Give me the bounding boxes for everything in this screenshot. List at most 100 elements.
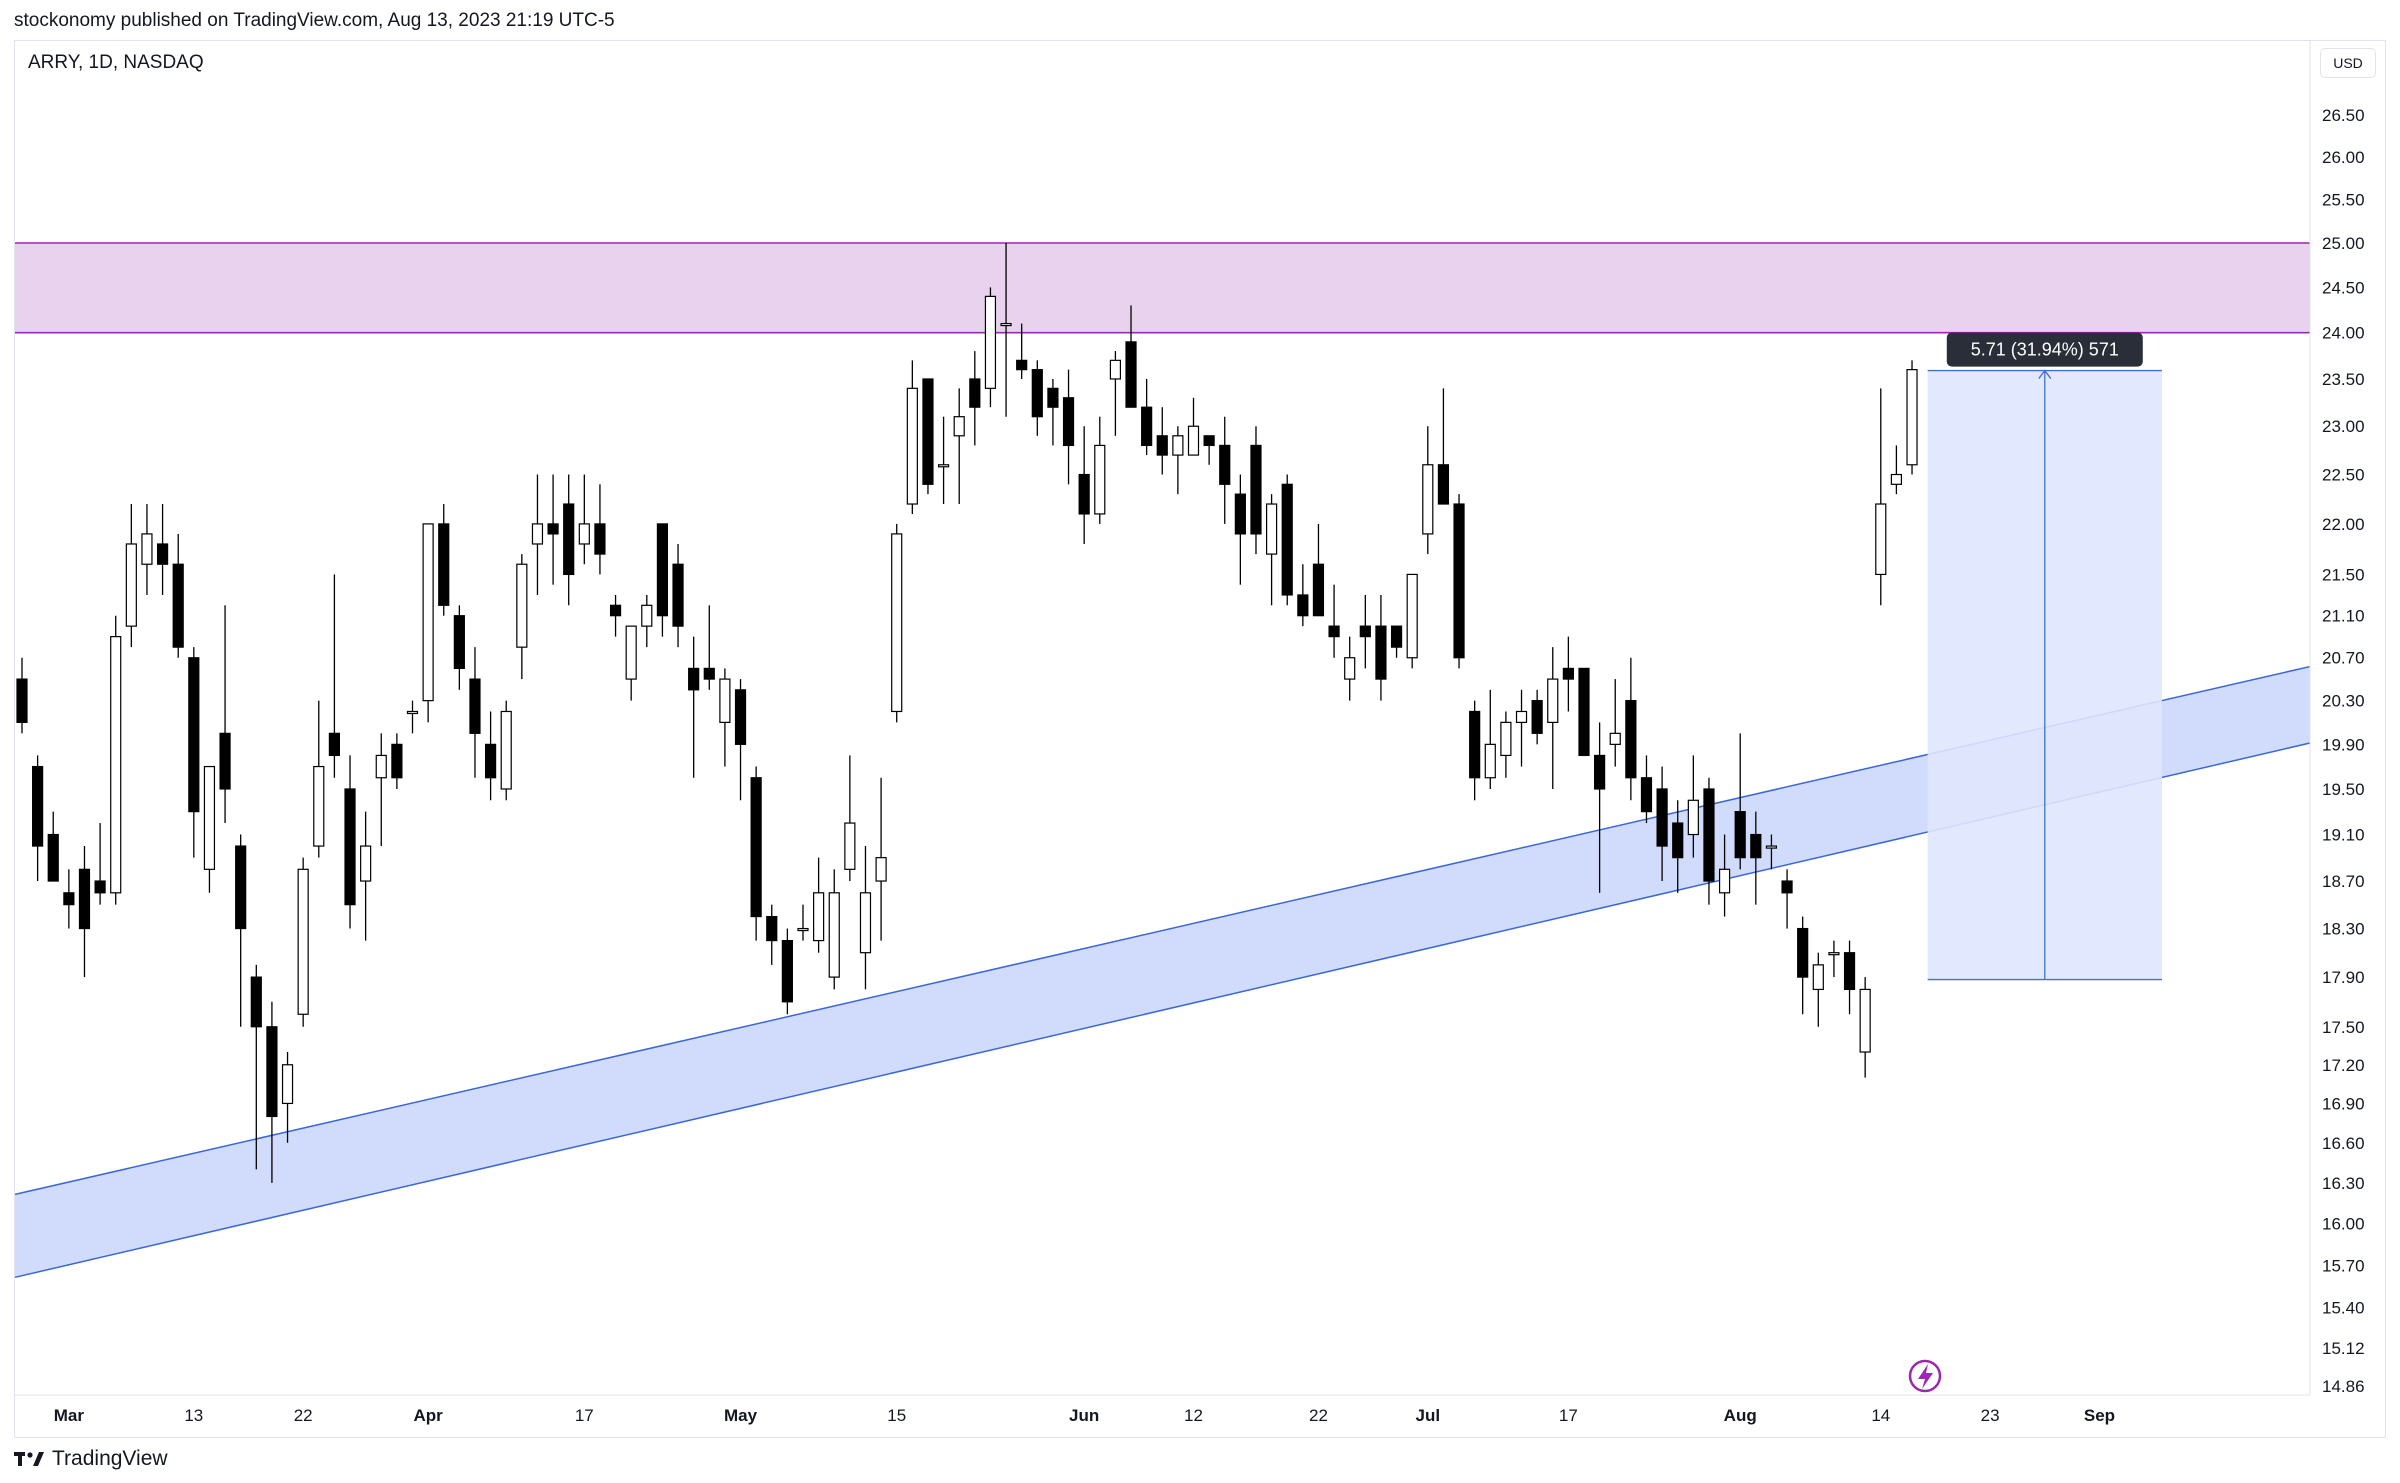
candle-body: [1578, 667, 1590, 757]
candle: [110, 615, 122, 905]
time-tick-label: 14: [1871, 1406, 1890, 1425]
time-tick-label: 12: [1184, 1406, 1203, 1425]
candle-body: [1390, 625, 1403, 648]
symbol-label[interactable]: ARRY, 1D, NASDAQ: [28, 52, 204, 73]
candle: [156, 504, 169, 595]
candle: [1797, 916, 1809, 1015]
candle-body: [969, 378, 981, 408]
candle: [469, 647, 481, 778]
candle: [1703, 777, 1715, 905]
candle-body: [344, 788, 356, 906]
candle: [1265, 494, 1278, 606]
candle: [266, 1001, 278, 1183]
candle-body: [1469, 710, 1481, 779]
price-tick-label: 14.86: [2322, 1377, 2365, 1396]
measure-arrow-head-icon: [2038, 369, 2052, 379]
candle-body: [1453, 503, 1465, 659]
candle: [1765, 834, 1778, 870]
candle-body: [313, 765, 325, 847]
measure-label-text: 5.71 (31.94%) 571: [1971, 340, 2119, 360]
candle: [1718, 834, 1731, 917]
time-tick-label: Aug: [1724, 1406, 1757, 1425]
price-tick-label: 19.90: [2322, 735, 2365, 754]
candle: [1859, 977, 1871, 1078]
channel-lower-line[interactable]: [14, 742, 2311, 1279]
candle: [500, 700, 512, 801]
price-tick-label: 16.30: [2322, 1174, 2365, 1193]
candle: [1656, 766, 1668, 882]
price-axis[interactable]: 26.50 26.00 25.50 25.00 24.50 24.00 23.50 23.00…: [2309, 41, 2365, 1396]
candle: [422, 523, 434, 723]
candle-body: [906, 387, 918, 505]
candle: [1016, 323, 1028, 379]
time-tick-label: 17: [1559, 1406, 1578, 1425]
candle-body: [1656, 788, 1668, 847]
candle-body: [1078, 473, 1090, 515]
price-tick-label: 26.50: [2322, 106, 2365, 125]
candle-body: [63, 892, 75, 906]
candle-body: [1359, 625, 1371, 638]
candle: [1890, 445, 1903, 495]
candle: [1297, 564, 1309, 627]
candle-body: [937, 464, 950, 468]
candle-body: [813, 892, 825, 942]
candle: [1672, 800, 1684, 893]
candle: [78, 846, 91, 978]
candle-body: [1422, 464, 1434, 535]
time-tick-label: 22: [1309, 1406, 1328, 1425]
candle: [875, 777, 887, 941]
candle: [1328, 584, 1340, 658]
time-axis[interactable]: Mar 13 22 Apr 17 May 15 Jun 12 22 Jul 17 Aug 14 23 Sep: [15, 1394, 2310, 1425]
candle-body: [719, 678, 731, 723]
price-tick-label: 26.00: [2322, 148, 2365, 167]
candle-body: [1500, 721, 1512, 757]
candle-body: [1094, 444, 1106, 515]
candle: [766, 904, 778, 965]
candle: [1515, 689, 1528, 767]
candle: [47, 811, 59, 882]
candle: [1344, 636, 1356, 701]
candle-body: [1547, 678, 1559, 723]
candle-body: [266, 1026, 278, 1118]
candle-body: [203, 765, 216, 870]
price-tick-label: 15.40: [2322, 1299, 2365, 1318]
candle-body: [1797, 927, 1809, 978]
resistance-zone[interactable]: [15, 242, 2310, 334]
candle: [734, 679, 747, 801]
candle: [1640, 755, 1653, 824]
candle: [516, 554, 528, 680]
price-range-measure[interactable]: [1927, 369, 2162, 981]
candle-body: [250, 976, 262, 1028]
candle-body: [781, 939, 793, 1003]
candle: [1156, 407, 1168, 475]
currency-button[interactable]: USD: [2320, 48, 2376, 78]
candle: [922, 378, 934, 495]
time-tick-label: Mar: [54, 1406, 85, 1425]
candle: [219, 605, 231, 824]
candle: [1390, 625, 1403, 658]
candle: [1750, 811, 1762, 905]
candle: [1062, 369, 1075, 485]
candle: [172, 533, 184, 658]
candle-body: [1812, 964, 1824, 991]
candle: [1109, 351, 1122, 436]
lightning-icon[interactable]: [1908, 1359, 1942, 1393]
candle-body: [672, 563, 684, 627]
candle-body: [1156, 435, 1168, 456]
channel-upper-line[interactable]: [14, 665, 2311, 1196]
candle: [125, 504, 137, 648]
candle-body: [1328, 625, 1340, 638]
price-tick-label: 18.70: [2322, 872, 2365, 891]
candle: [578, 474, 590, 565]
candle-body: [1000, 322, 1012, 327]
candle: [1500, 711, 1512, 778]
candle-body: [422, 523, 434, 702]
candle-body: [156, 543, 169, 565]
candle: [360, 811, 372, 941]
candle: [375, 733, 387, 847]
candle-body: [1765, 845, 1778, 849]
time-tick-label: 15: [887, 1406, 906, 1425]
candle-body: [1562, 667, 1574, 680]
candle: [953, 388, 965, 505]
